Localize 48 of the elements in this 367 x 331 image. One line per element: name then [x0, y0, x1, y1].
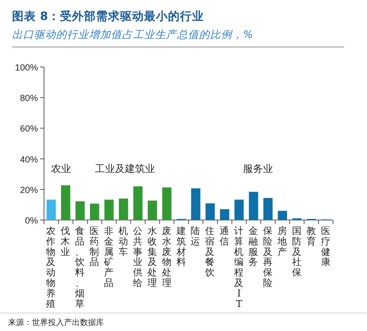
- x-tick-label: 公共事业供给: [132, 225, 143, 289]
- y-tick-label: 20%: [20, 184, 38, 195]
- bar: [104, 200, 114, 220]
- x-tick-label: 金融服务: [248, 225, 259, 268]
- x-tick-label: 伐木业: [60, 225, 71, 258]
- bar: [46, 200, 56, 220]
- bar: [206, 203, 215, 220]
- x-tick-label: 农作物及动物养殖: [45, 226, 56, 310]
- bar: [118, 198, 128, 220]
- x-tick-label: 废水废物处理: [162, 225, 172, 289]
- bar: [162, 187, 172, 220]
- y-tick-label: 80%: [20, 93, 38, 104]
- bar: [220, 209, 230, 220]
- bar: [148, 200, 157, 220]
- bar: [278, 210, 288, 220]
- y-tick-label: 0%: [24, 216, 38, 226]
- x-tick-label: 教育: [306, 226, 316, 248]
- x-tick-label: 房地产: [276, 225, 288, 258]
- y-tick-label: 40%: [20, 154, 38, 164]
- x-tick-label: 医疗健康: [320, 226, 331, 268]
- x-tick-label: 水收集及处理: [147, 225, 158, 289]
- bar: [61, 185, 70, 220]
- bar: [133, 186, 143, 220]
- y-tick-label: 60%: [20, 124, 38, 134]
- bar: [234, 200, 244, 220]
- bar: [90, 204, 100, 220]
- x-tick-label: 医药制品: [90, 226, 100, 268]
- x-tick-label: 非金属矿产品: [103, 225, 114, 289]
- source-note: 来源：世界投入产出数据库: [8, 318, 104, 327]
- x-tick-label: 通信: [220, 225, 230, 248]
- x-tick-label: 住宿及餐饮: [204, 226, 216, 279]
- x-tick-label: 计算机编程及IT: [234, 225, 244, 310]
- x-tick-label: 保险及再保险: [262, 226, 273, 289]
- chart-title: 图表 8：受外部需求驱动最小的行业: [12, 9, 204, 23]
- bar: [76, 201, 85, 220]
- x-tick-label: 国防及社保: [292, 226, 302, 279]
- bar: [248, 192, 258, 220]
- annotation: 农业: [51, 163, 71, 175]
- annotation: 工业及建筑业: [95, 163, 155, 175]
- x-tick-label: 机动车: [118, 225, 128, 258]
- y-tick-label: 100%: [14, 62, 38, 72]
- chart-subtitle: 出口驱动的行业增加值占工业生产总值的比例，%: [12, 29, 253, 41]
- x-tick-label: 食品、饮料、烟草: [74, 225, 86, 310]
- bar: [263, 198, 273, 220]
- bar: [191, 188, 200, 220]
- x-tick-label: 建筑材料: [175, 225, 186, 268]
- x-tick-label: 陆运: [190, 225, 201, 248]
- annotation: 服务业: [243, 163, 273, 175]
